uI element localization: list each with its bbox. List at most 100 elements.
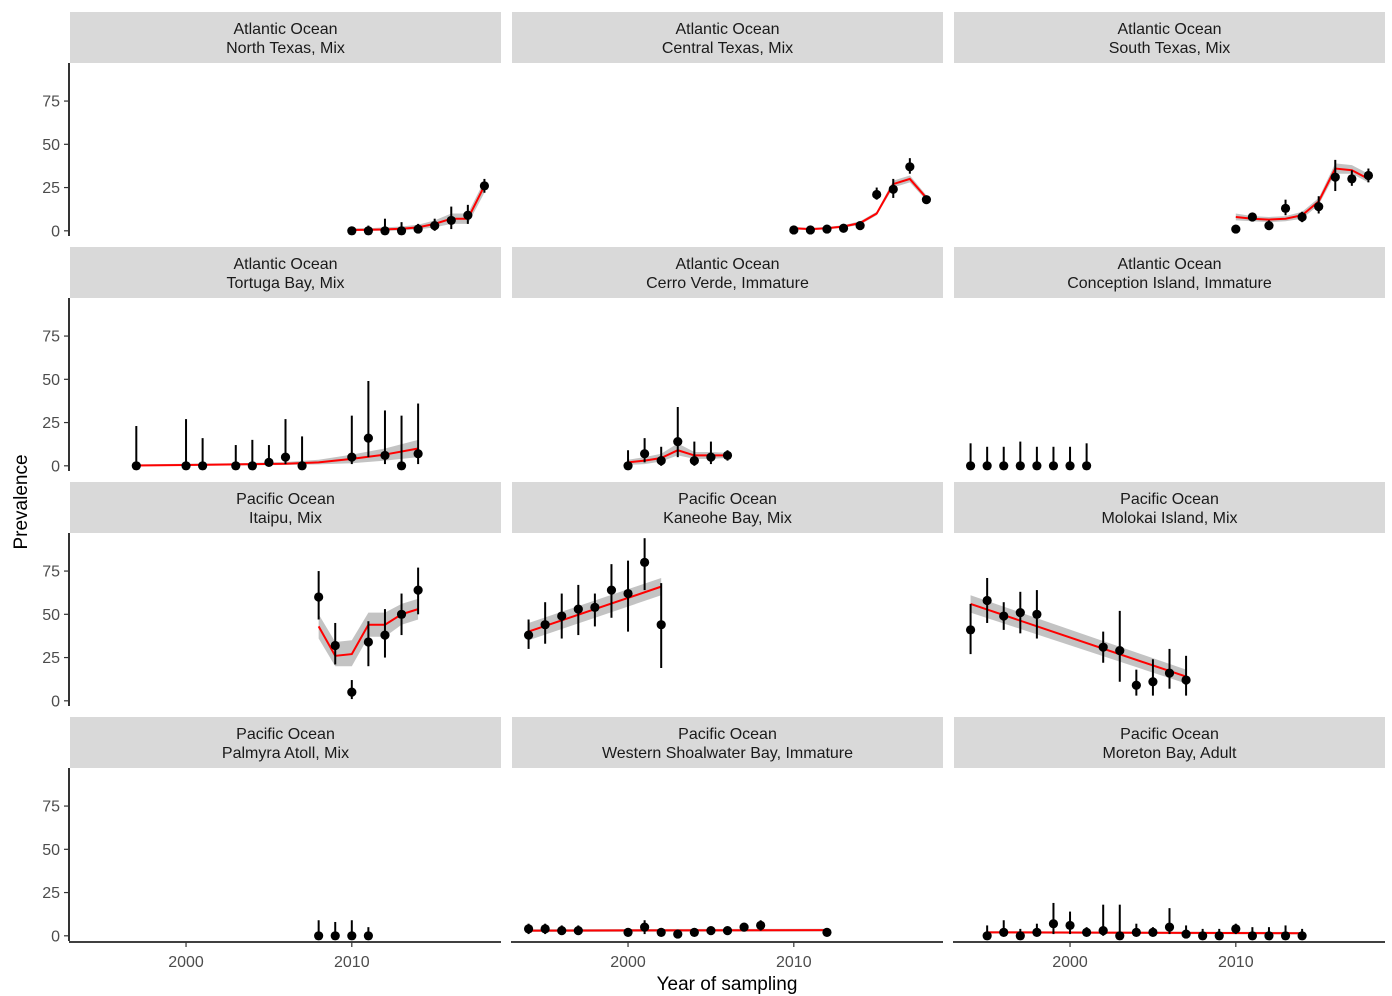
strip-label-site: Itaipu, Mix	[249, 510, 322, 527]
y-tick-label: 25	[42, 415, 60, 432]
y-tick-label: 50	[42, 372, 60, 389]
data-point	[1148, 677, 1158, 687]
y-tick-label: 50	[42, 607, 60, 624]
data-point	[1264, 931, 1274, 941]
data-point	[523, 924, 534, 934]
x-tick-label: 2000	[610, 954, 646, 971]
data-point	[380, 450, 390, 461]
strip-background	[954, 12, 1385, 63]
data-point	[1280, 931, 1291, 941]
data-point	[1363, 170, 1374, 181]
data-point	[1065, 461, 1075, 471]
data-point	[413, 585, 423, 595]
strip-label-site: North Texas, Mix	[226, 40, 345, 57]
data-point	[131, 461, 141, 471]
data-point	[247, 461, 257, 471]
data-point	[1015, 607, 1025, 618]
strip-label-ocean: Pacific Ocean	[1120, 491, 1219, 508]
y-axis-title: Prevalence	[11, 454, 32, 549]
panels-layer: Atlantic Ocean North Texas, Mix Atlantic O…	[70, 12, 1385, 941]
y-tick-label: 25	[42, 885, 60, 902]
data-point	[363, 226, 373, 236]
data-point	[264, 457, 274, 467]
strip-background	[954, 717, 1385, 768]
data-point	[297, 461, 307, 471]
data-point	[1231, 224, 1241, 234]
strip-background	[954, 247, 1385, 298]
data-point	[1015, 931, 1025, 941]
data-point	[1297, 931, 1307, 941]
data-point	[463, 210, 473, 220]
data-point	[606, 585, 617, 595]
strip-label-ocean: Pacific Ocean	[236, 491, 335, 508]
data-point	[1198, 931, 1208, 941]
data-point	[640, 922, 650, 932]
data-point	[1115, 646, 1125, 656]
strip-label-ocean: Atlantic Ocean	[1117, 21, 1221, 38]
data-point	[739, 922, 749, 932]
data-point	[363, 931, 373, 941]
y-tick-label: 0	[51, 928, 60, 945]
strip-background	[954, 482, 1385, 533]
panel: Pacific Ocean Western Shoalwater Bay, Imm…	[512, 717, 943, 939]
data-point	[1082, 461, 1092, 471]
data-point	[888, 184, 898, 194]
data-point	[982, 461, 992, 471]
data-point	[1181, 929, 1191, 939]
y-tick-label: 25	[42, 180, 60, 197]
data-point	[1098, 642, 1108, 652]
data-point	[540, 924, 550, 934]
x-tick-label: 2000	[168, 954, 204, 971]
panel: Atlantic Ocean Tortuga Bay, Mix	[70, 247, 501, 471]
x-tick-label: 2010	[776, 954, 812, 971]
data-point	[523, 630, 534, 640]
data-point	[1297, 212, 1307, 222]
data-point	[656, 620, 666, 630]
x-tick-label: 2010	[1218, 954, 1254, 971]
data-point	[623, 461, 633, 471]
data-point	[396, 461, 407, 471]
data-point	[1247, 931, 1257, 941]
strip-label-site: Tortuga Bay, Mix	[227, 275, 345, 292]
data-point	[689, 927, 699, 937]
panel: Atlantic Ocean Cerro Verde, Immature	[512, 247, 943, 471]
y-tick-label: 75	[42, 329, 60, 346]
data-point	[1115, 931, 1125, 941]
data-point	[999, 461, 1009, 471]
strip-label-ocean: Pacific Ocean	[1120, 726, 1219, 743]
y-tick-label: 50	[42, 842, 60, 859]
data-point	[1347, 174, 1357, 184]
data-point	[557, 611, 567, 621]
data-point	[1032, 461, 1042, 471]
panel: Pacific Ocean Itaipu, Mix	[70, 482, 501, 700]
data-point	[1131, 680, 1141, 690]
strip-label-ocean: Pacific Ocean	[236, 726, 335, 743]
data-point	[1065, 920, 1075, 931]
data-point	[347, 226, 357, 236]
data-point	[347, 931, 357, 941]
data-point	[640, 449, 650, 459]
confidence-ribbon	[793, 175, 927, 230]
panel: Atlantic Ocean South Texas, Mix	[954, 12, 1385, 234]
data-point	[1032, 927, 1042, 937]
data-point	[314, 592, 324, 602]
strip-label-site: Cerro Verde, Immature	[646, 275, 809, 292]
data-point	[999, 927, 1009, 937]
data-point	[855, 221, 865, 231]
data-point	[706, 926, 716, 936]
data-point	[380, 226, 390, 236]
strip-label-ocean: Atlantic Ocean	[233, 256, 337, 273]
data-point	[1131, 927, 1141, 937]
data-point	[479, 181, 490, 191]
data-point	[1330, 172, 1340, 182]
confidence-ribbon	[351, 180, 485, 231]
data-point	[982, 931, 992, 941]
data-point	[640, 557, 650, 568]
strip-label-site: Central Texas, Mix	[662, 40, 793, 57]
data-point	[838, 223, 849, 233]
data-point	[1082, 927, 1092, 937]
data-point	[330, 640, 340, 651]
data-point	[347, 452, 357, 462]
strip-background	[70, 12, 501, 63]
data-point	[1048, 919, 1059, 929]
